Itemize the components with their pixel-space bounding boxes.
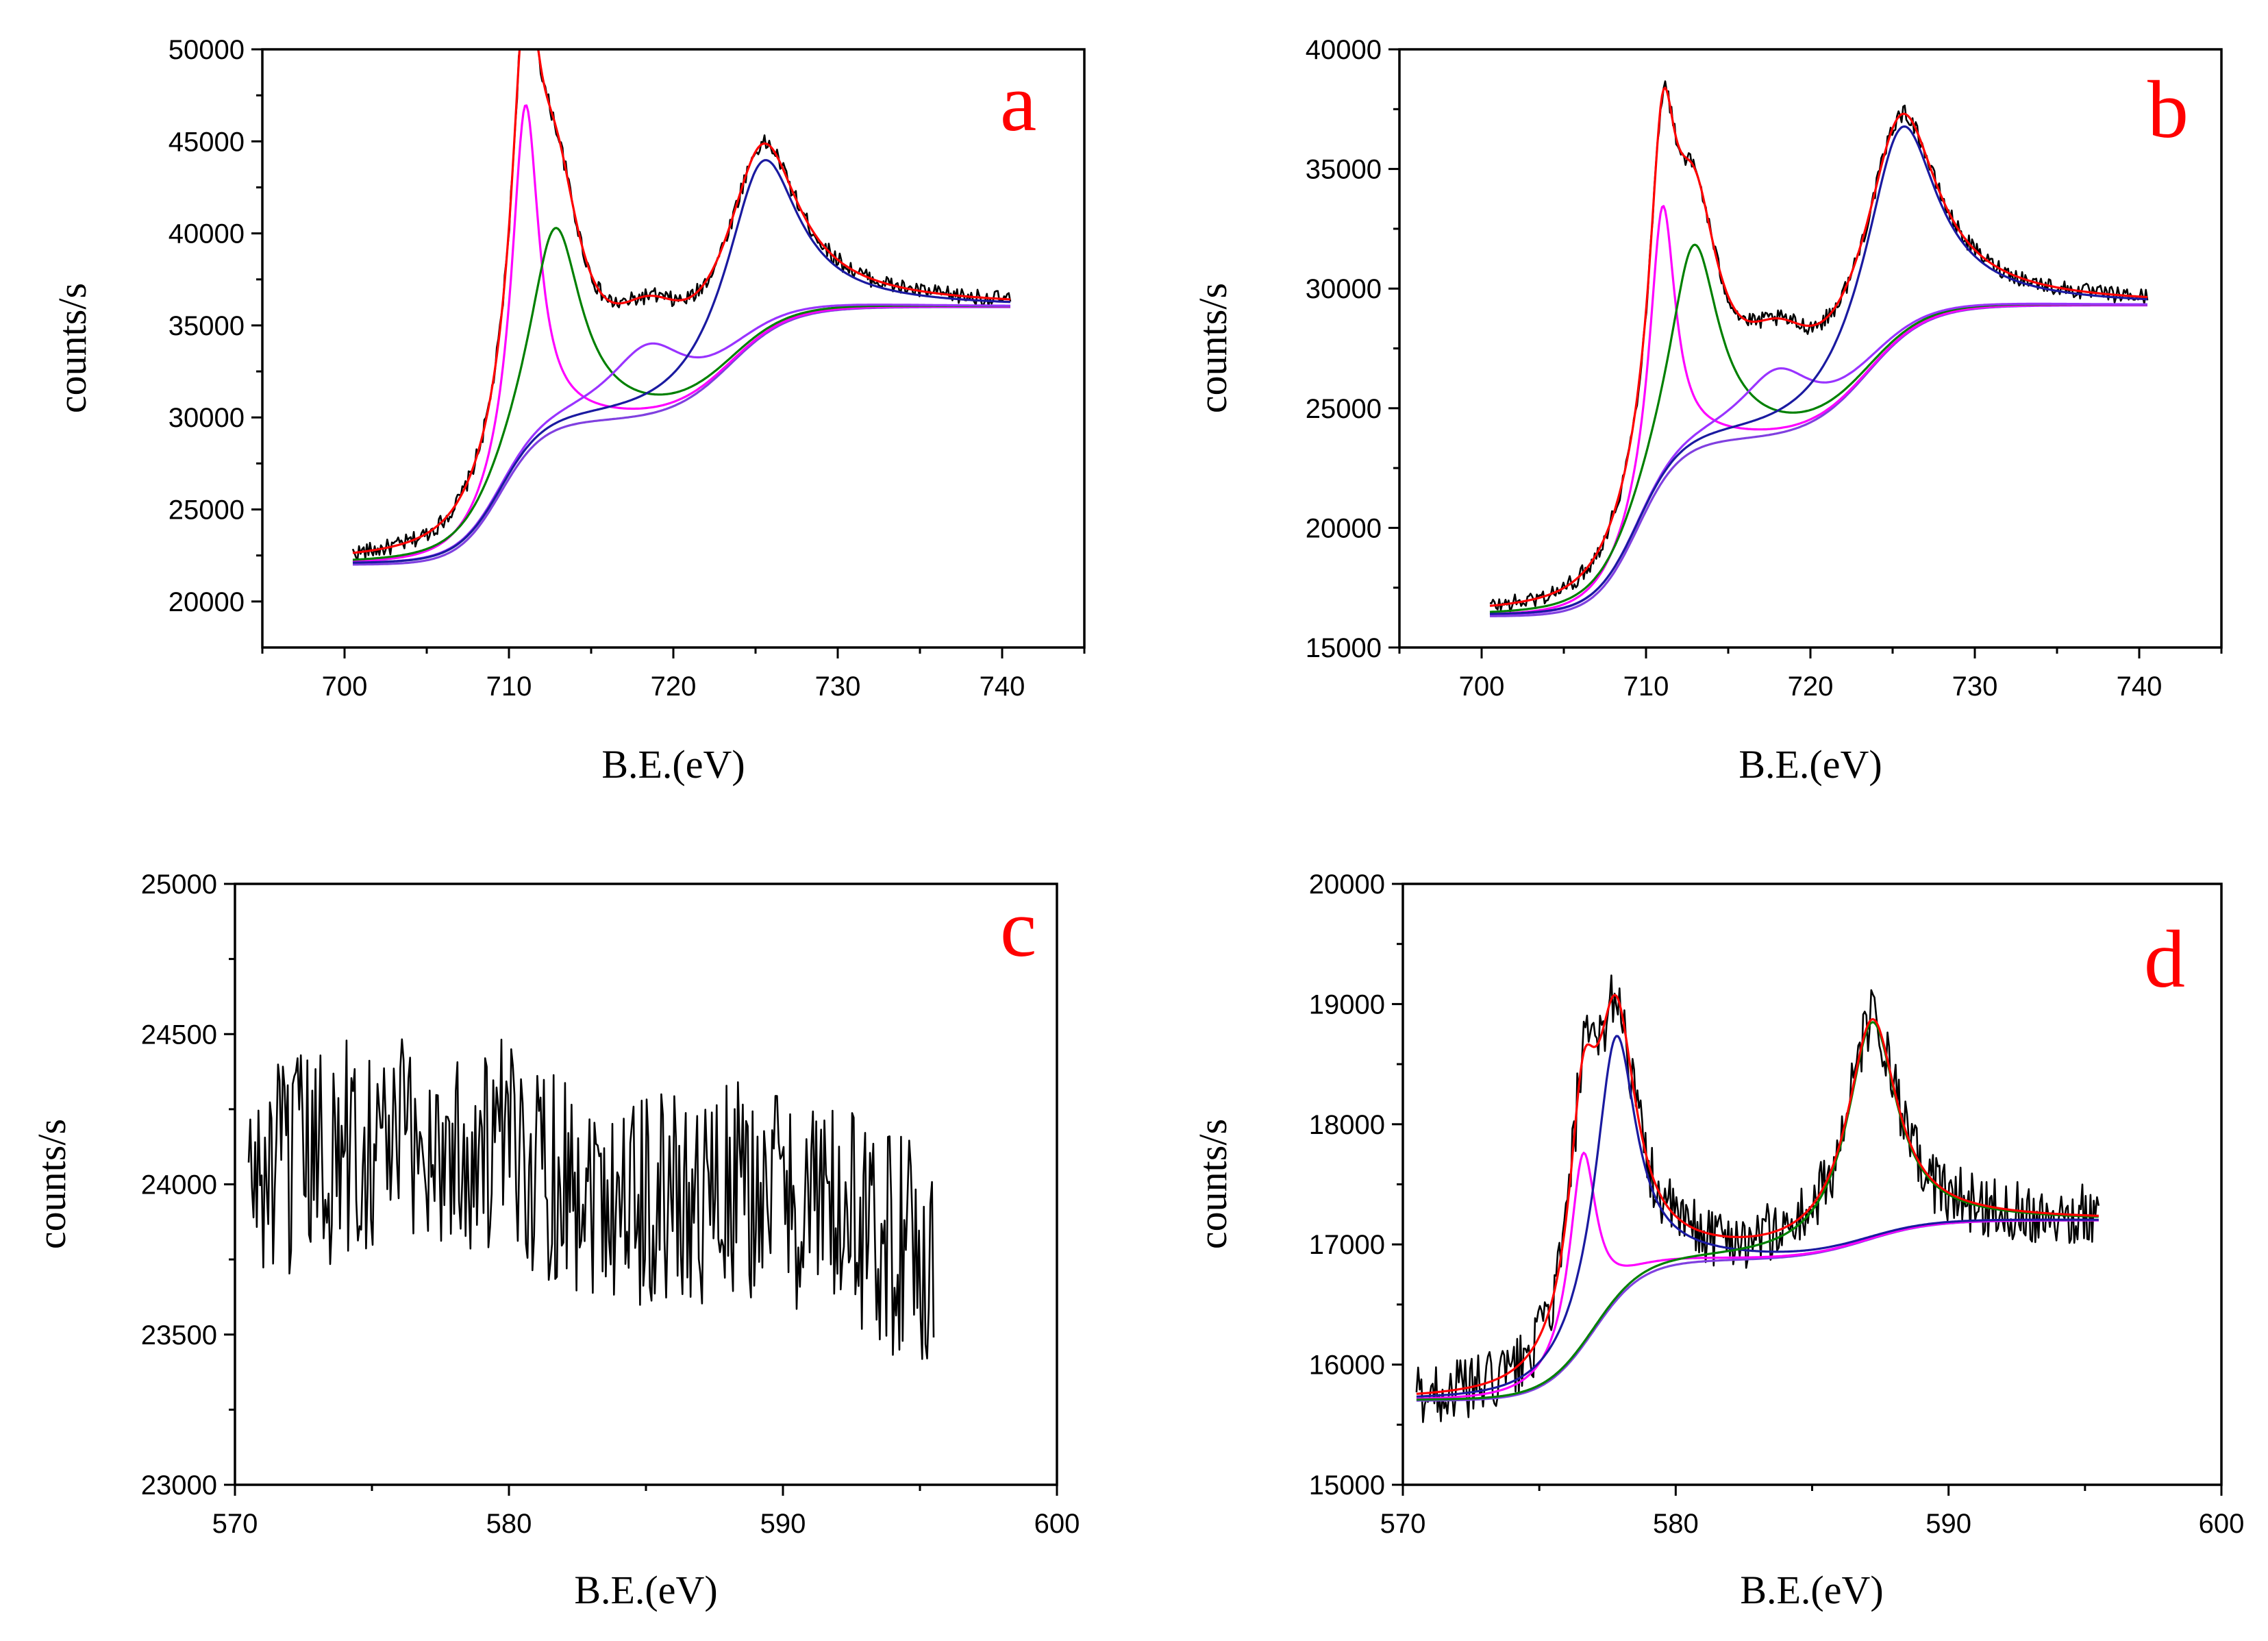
x-tick-label: 600 [1034, 1509, 1080, 1539]
x-tick-label: 740 [2117, 671, 2163, 702]
panel-d-frame [1401, 883, 2223, 1486]
series-raw-data [1489, 80, 2149, 613]
y-tick-label: 20000 [1306, 513, 1382, 543]
y-tick-label: 25000 [1306, 394, 1382, 424]
y-tick-label: 15000 [1309, 1470, 1385, 1501]
panel-a-ylabel: counts/s [50, 283, 95, 413]
x-tick-label: 700 [1459, 671, 1505, 702]
series-peak-4 [352, 159, 1011, 564]
panel-c-xlabel: B.E.(eV) [574, 1568, 717, 1612]
x-tick-label: 720 [651, 671, 697, 702]
x-tick-label: 570 [1380, 1509, 1426, 1539]
y-tick-label: 24000 [141, 1170, 217, 1200]
x-tick-label: 710 [486, 671, 532, 702]
x-tick-label: 710 [1623, 671, 1669, 702]
series-peak-3 [352, 304, 1010, 564]
y-tick-label: 23000 [141, 1470, 217, 1501]
panel-b-xlabel: B.E.(eV) [1739, 742, 1882, 787]
panel-c-ylabel: counts/s [29, 1119, 74, 1249]
y-tick-label: 24500 [141, 1020, 217, 1050]
y-tick-label: 20000 [169, 587, 245, 617]
series-raw-data [247, 1038, 935, 1360]
x-tick-label: 580 [486, 1509, 532, 1539]
series-peak-1 [352, 104, 1010, 563]
y-tick-label: 23500 [141, 1320, 217, 1350]
panel-d: 570 580 590 600 15000 16000 17000 18000 19000 200… [1191, 869, 2244, 1612]
y-tick-label: 50000 [169, 35, 245, 65]
panel-d-letter: d [2144, 913, 2185, 1004]
y-tick-label: 15000 [1306, 633, 1382, 663]
y-tick-label: 25000 [169, 495, 245, 526]
panel-c-frame [234, 883, 1058, 1486]
y-tick-label: 35000 [1306, 155, 1382, 185]
x-tick-label: 600 [2199, 1509, 2245, 1539]
panel-b-letter: b [2147, 64, 2189, 155]
series-raw-data [1415, 974, 2100, 1423]
x-tick-label: 730 [1952, 671, 1998, 702]
x-tick-label: 570 [212, 1509, 258, 1539]
series-peak-1 [1416, 1151, 2099, 1400]
panel-a: 700 710 720 730 740 20000 25000 30000 35000 40000… [50, 35, 1086, 787]
y-tick-label: 17000 [1309, 1230, 1385, 1260]
x-tick-label: 730 [815, 671, 861, 702]
panel-b: 700 710 720 730 740 15000 20000 25000 30000 35000… [1191, 35, 2223, 787]
y-tick-label: 40000 [1306, 35, 1382, 65]
y-tick-label: 30000 [169, 403, 245, 433]
y-tick-label: 19000 [1309, 989, 1385, 1020]
x-tick-label: 580 [1653, 1509, 1699, 1539]
series-envelope [1416, 994, 2099, 1395]
y-tick-label: 20000 [1309, 869, 1385, 900]
panel-b-frame [1398, 48, 2223, 649]
x-tick-label: 590 [760, 1509, 806, 1539]
panel-a-frame [261, 48, 1086, 649]
y-tick-label: 40000 [169, 219, 245, 249]
series-peak-2 [1416, 1035, 2099, 1398]
panel-d-ylabel: counts/s [1191, 1119, 1235, 1249]
y-tick-label: 16000 [1309, 1350, 1385, 1381]
series-peak-1 [1489, 205, 2147, 615]
y-tick-label: 25000 [141, 869, 217, 900]
panel-b-ylabel: counts/s [1191, 283, 1235, 413]
x-tick-label: 720 [1788, 671, 1834, 702]
panel-a-xlabel: B.E.(eV) [601, 742, 745, 787]
y-tick-label: 35000 [169, 311, 245, 341]
series-envelope [1489, 86, 2148, 607]
y-tick-label: 45000 [169, 127, 245, 157]
y-tick-label: 18000 [1309, 1110, 1385, 1140]
panel-c-letter: c [1000, 883, 1036, 974]
series-envelope [352, 49, 1011, 554]
x-tick-label: 700 [322, 671, 368, 702]
series-peak-2 [1489, 243, 2147, 613]
series-background [353, 306, 1010, 566]
panel-a-letter: a [1000, 57, 1036, 148]
series-peak-3 [1416, 1021, 2099, 1401]
series-peak-4 [1489, 125, 2148, 615]
x-tick-label: 740 [980, 671, 1025, 702]
series-raw-data [351, 49, 1012, 561]
panel-d-xlabel: B.E.(eV) [1740, 1568, 1883, 1612]
x-tick-label: 590 [1926, 1509, 1971, 1539]
y-tick-label: 30000 [1306, 274, 1382, 304]
